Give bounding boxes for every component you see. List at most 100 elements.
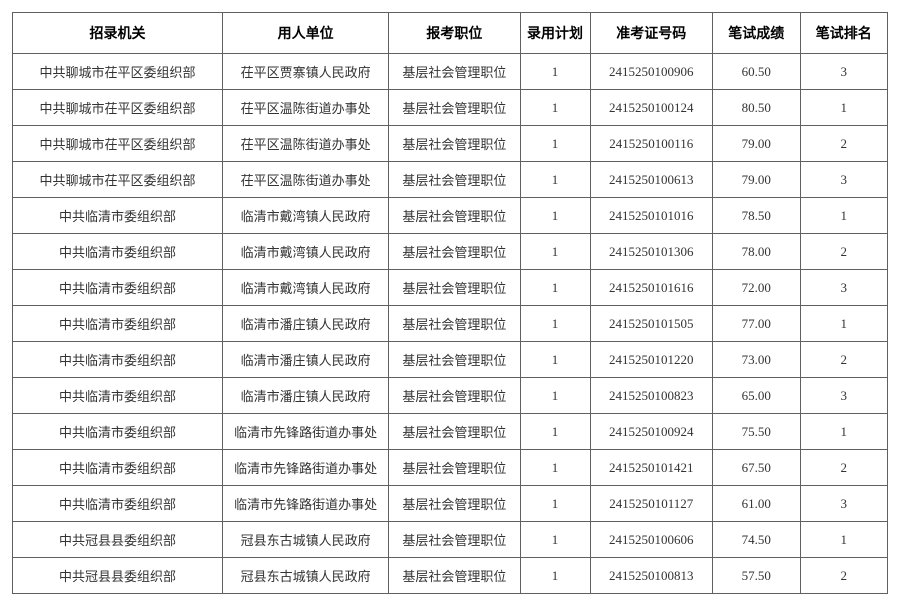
cell-rank: 2 (800, 450, 888, 486)
cell-org: 中共临清市委组织部 (13, 414, 223, 450)
table-row: 中共临清市委组织部临清市先锋路街道办事处基层社会管理职位124152501011… (13, 486, 888, 522)
cell-pos: 基层社会管理职位 (389, 378, 520, 414)
col-header-score: 笔试成绩 (713, 13, 801, 54)
cell-score: 72.00 (713, 270, 801, 306)
cell-pos: 基层社会管理职位 (389, 450, 520, 486)
cell-ticket: 2415250101616 (590, 270, 713, 306)
cell-unit: 临清市戴湾镇人民政府 (223, 198, 389, 234)
cell-score: 74.50 (713, 522, 801, 558)
cell-plan: 1 (520, 234, 590, 270)
cell-rank: 3 (800, 486, 888, 522)
cell-plan: 1 (520, 342, 590, 378)
table-row: 中共临清市委组织部临清市潘庄镇人民政府基层社会管理职位1241525010150… (13, 306, 888, 342)
cell-rank: 1 (800, 522, 888, 558)
cell-unit: 临清市潘庄镇人民政府 (223, 378, 389, 414)
cell-org: 中共临清市委组织部 (13, 342, 223, 378)
col-header-org: 招录机关 (13, 13, 223, 54)
cell-ticket: 2415250100613 (590, 162, 713, 198)
cell-plan: 1 (520, 414, 590, 450)
cell-rank: 1 (800, 414, 888, 450)
cell-score: 80.50 (713, 90, 801, 126)
cell-score: 78.50 (713, 198, 801, 234)
table-body: 中共聊城市茌平区委组织部茌平区贾寨镇人民政府基层社会管理职位1241525010… (13, 54, 888, 594)
cell-ticket: 2415250100116 (590, 126, 713, 162)
cell-plan: 1 (520, 450, 590, 486)
cell-org: 中共聊城市茌平区委组织部 (13, 54, 223, 90)
cell-pos: 基层社会管理职位 (389, 54, 520, 90)
cell-score: 78.00 (713, 234, 801, 270)
cell-plan: 1 (520, 270, 590, 306)
cell-pos: 基层社会管理职位 (389, 486, 520, 522)
table-header: 招录机关用人单位报考职位录用计划准考证号码笔试成绩笔试排名 (13, 13, 888, 54)
cell-pos: 基层社会管理职位 (389, 414, 520, 450)
col-header-pos: 报考职位 (389, 13, 520, 54)
table-row: 中共冠县县委组织部冠县东古城镇人民政府基层社会管理职位1241525010060… (13, 522, 888, 558)
cell-ticket: 2415250100924 (590, 414, 713, 450)
exam-results-table: 招录机关用人单位报考职位录用计划准考证号码笔试成绩笔试排名 中共聊城市茌平区委组… (12, 12, 888, 594)
cell-pos: 基层社会管理职位 (389, 234, 520, 270)
table-row: 中共冠县县委组织部冠县东古城镇人民政府基层社会管理职位1241525010081… (13, 558, 888, 594)
cell-unit: 临清市潘庄镇人民政府 (223, 306, 389, 342)
cell-unit: 冠县东古城镇人民政府 (223, 558, 389, 594)
cell-ticket: 2415250100124 (590, 90, 713, 126)
cell-pos: 基层社会管理职位 (389, 162, 520, 198)
cell-ticket: 2415250101421 (590, 450, 713, 486)
cell-score: 79.00 (713, 126, 801, 162)
cell-ticket: 2415250101127 (590, 486, 713, 522)
cell-org: 中共临清市委组织部 (13, 234, 223, 270)
cell-ticket: 2415250100906 (590, 54, 713, 90)
table-row: 中共临清市委组织部临清市戴湾镇人民政府基层社会管理职位1241525010130… (13, 234, 888, 270)
table-row: 中共临清市委组织部临清市潘庄镇人民政府基层社会管理职位1241525010082… (13, 378, 888, 414)
cell-score: 57.50 (713, 558, 801, 594)
col-header-plan: 录用计划 (520, 13, 590, 54)
cell-ticket: 2415250100606 (590, 522, 713, 558)
cell-rank: 3 (800, 378, 888, 414)
cell-unit: 临清市先锋路街道办事处 (223, 414, 389, 450)
cell-rank: 2 (800, 342, 888, 378)
cell-rank: 3 (800, 162, 888, 198)
table-row: 中共临清市委组织部临清市戴湾镇人民政府基层社会管理职位1241525010161… (13, 270, 888, 306)
cell-pos: 基层社会管理职位 (389, 90, 520, 126)
table-row: 中共临清市委组织部临清市先锋路街道办事处基层社会管理职位124152501009… (13, 414, 888, 450)
cell-org: 中共聊城市茌平区委组织部 (13, 126, 223, 162)
cell-org: 中共冠县县委组织部 (13, 558, 223, 594)
cell-unit: 茌平区温陈街道办事处 (223, 126, 389, 162)
cell-pos: 基层社会管理职位 (389, 558, 520, 594)
table-row: 中共临清市委组织部临清市潘庄镇人民政府基层社会管理职位1241525010122… (13, 342, 888, 378)
cell-score: 73.00 (713, 342, 801, 378)
table-row: 中共聊城市茌平区委组织部茌平区贾寨镇人民政府基层社会管理职位1241525010… (13, 54, 888, 90)
table-row: 中共临清市委组织部临清市戴湾镇人民政府基层社会管理职位1241525010101… (13, 198, 888, 234)
cell-score: 79.00 (713, 162, 801, 198)
cell-pos: 基层社会管理职位 (389, 522, 520, 558)
cell-score: 65.00 (713, 378, 801, 414)
cell-rank: 2 (800, 558, 888, 594)
cell-org: 中共临清市委组织部 (13, 486, 223, 522)
cell-plan: 1 (520, 522, 590, 558)
table-row: 中共聊城市茌平区委组织部茌平区温陈街道办事处基层社会管理职位1241525010… (13, 162, 888, 198)
col-header-unit: 用人单位 (223, 13, 389, 54)
cell-org: 中共临清市委组织部 (13, 198, 223, 234)
cell-ticket: 2415250100823 (590, 378, 713, 414)
cell-plan: 1 (520, 54, 590, 90)
cell-unit: 临清市潘庄镇人民政府 (223, 342, 389, 378)
table-header-row: 招录机关用人单位报考职位录用计划准考证号码笔试成绩笔试排名 (13, 13, 888, 54)
cell-unit: 茌平区温陈街道办事处 (223, 90, 389, 126)
table-row: 中共临清市委组织部临清市先锋路街道办事处基层社会管理职位124152501014… (13, 450, 888, 486)
cell-score: 61.00 (713, 486, 801, 522)
cell-plan: 1 (520, 90, 590, 126)
table-row: 中共聊城市茌平区委组织部茌平区温陈街道办事处基层社会管理职位1241525010… (13, 90, 888, 126)
cell-ticket: 2415250101016 (590, 198, 713, 234)
cell-unit: 临清市先锋路街道办事处 (223, 450, 389, 486)
cell-unit: 临清市先锋路街道办事处 (223, 486, 389, 522)
cell-unit: 茌平区贾寨镇人民政府 (223, 54, 389, 90)
cell-unit: 临清市戴湾镇人民政府 (223, 234, 389, 270)
cell-ticket: 2415250101505 (590, 306, 713, 342)
cell-unit: 冠县东古城镇人民政府 (223, 522, 389, 558)
cell-plan: 1 (520, 198, 590, 234)
cell-unit: 茌平区温陈街道办事处 (223, 162, 389, 198)
cell-plan: 1 (520, 162, 590, 198)
cell-org: 中共临清市委组织部 (13, 378, 223, 414)
cell-score: 75.50 (713, 414, 801, 450)
table-row: 中共聊城市茌平区委组织部茌平区温陈街道办事处基层社会管理职位1241525010… (13, 126, 888, 162)
cell-org: 中共冠县县委组织部 (13, 522, 223, 558)
